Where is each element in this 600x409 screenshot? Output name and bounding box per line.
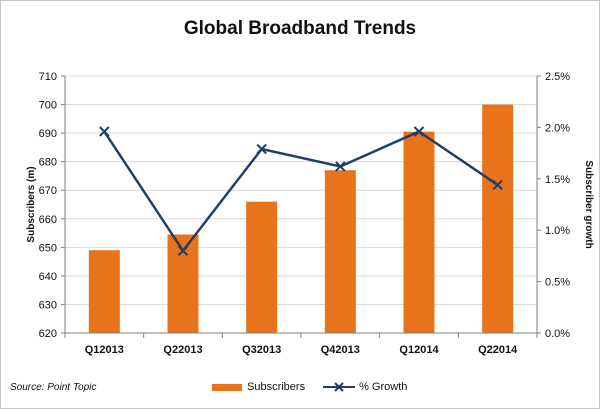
- right-tick-label: 0.0%: [545, 328, 570, 340]
- left-tick-label: 660: [39, 214, 57, 226]
- legend: Subscribers % Growth: [212, 379, 407, 395]
- right-tick-label: 1.5%: [545, 174, 570, 186]
- left-tick-label: 700: [39, 100, 57, 112]
- marker-stroke: [177, 245, 189, 256]
- legend-label-growth: % Growth: [359, 381, 408, 393]
- right-tick-label: 2.0%: [545, 122, 570, 134]
- right-tick-label: 1.0%: [545, 225, 570, 237]
- marker-stroke: [335, 161, 346, 172]
- left-tick-label: 630: [39, 299, 57, 311]
- growth-point: [335, 161, 346, 172]
- x-tick-label: Q32013: [242, 344, 281, 356]
- marker-stroke: [256, 143, 267, 155]
- legend-swatch-subscribers: [212, 383, 242, 391]
- bar: [482, 104, 514, 333]
- marker-stroke: [492, 179, 503, 191]
- growth-point: [99, 126, 110, 137]
- left-tick-label: 710: [39, 71, 57, 83]
- left-tick-label: 690: [39, 128, 57, 140]
- growth-point: [492, 179, 503, 191]
- left-tick-label: 680: [39, 157, 57, 169]
- bar: [246, 201, 278, 333]
- legend-label-subscribers: Subscribers: [247, 381, 306, 393]
- x-tick-label: Q12014: [399, 344, 439, 356]
- chart-title: Global Broadband Trends: [183, 18, 417, 39]
- marker-stroke: [413, 126, 425, 137]
- growth-point: [413, 126, 425, 137]
- x-tick-label: Q42013: [321, 344, 360, 356]
- axes: [61, 75, 541, 338]
- growth-line: [103, 130, 499, 253]
- line-series: [99, 126, 503, 256]
- legend-swatch-growth: [323, 382, 356, 392]
- right-tick-label: 2.5%: [545, 71, 570, 83]
- left-axis-title: Subscribers (m): [26, 166, 37, 242]
- right-axis-title: Subscriber growth: [583, 160, 594, 248]
- left-tick-label: 670: [39, 185, 57, 197]
- source-note: Source: Point Topic: [10, 382, 97, 393]
- left-tick-label: 620: [39, 328, 57, 340]
- bar: [403, 131, 435, 333]
- axis-labels: 620 630 640 650 660 670 680 690 700 710 0.0% 0.5% 1.…: [26, 71, 594, 356]
- left-tick-label: 650: [39, 242, 57, 254]
- x-tick-label: Q22013: [163, 344, 202, 356]
- x-tick-label: Q22014: [478, 344, 518, 356]
- growth-point: [256, 143, 267, 155]
- growth-point: [177, 245, 189, 256]
- marker-stroke: [99, 126, 110, 137]
- bar: [88, 250, 120, 333]
- bar: [324, 170, 356, 333]
- right-tick-label: 0.5%: [545, 277, 570, 289]
- bar-series: [88, 104, 514, 333]
- x-tick-label: Q12013: [85, 344, 124, 356]
- left-tick-label: 640: [39, 271, 57, 283]
- gridlines: [65, 75, 537, 334]
